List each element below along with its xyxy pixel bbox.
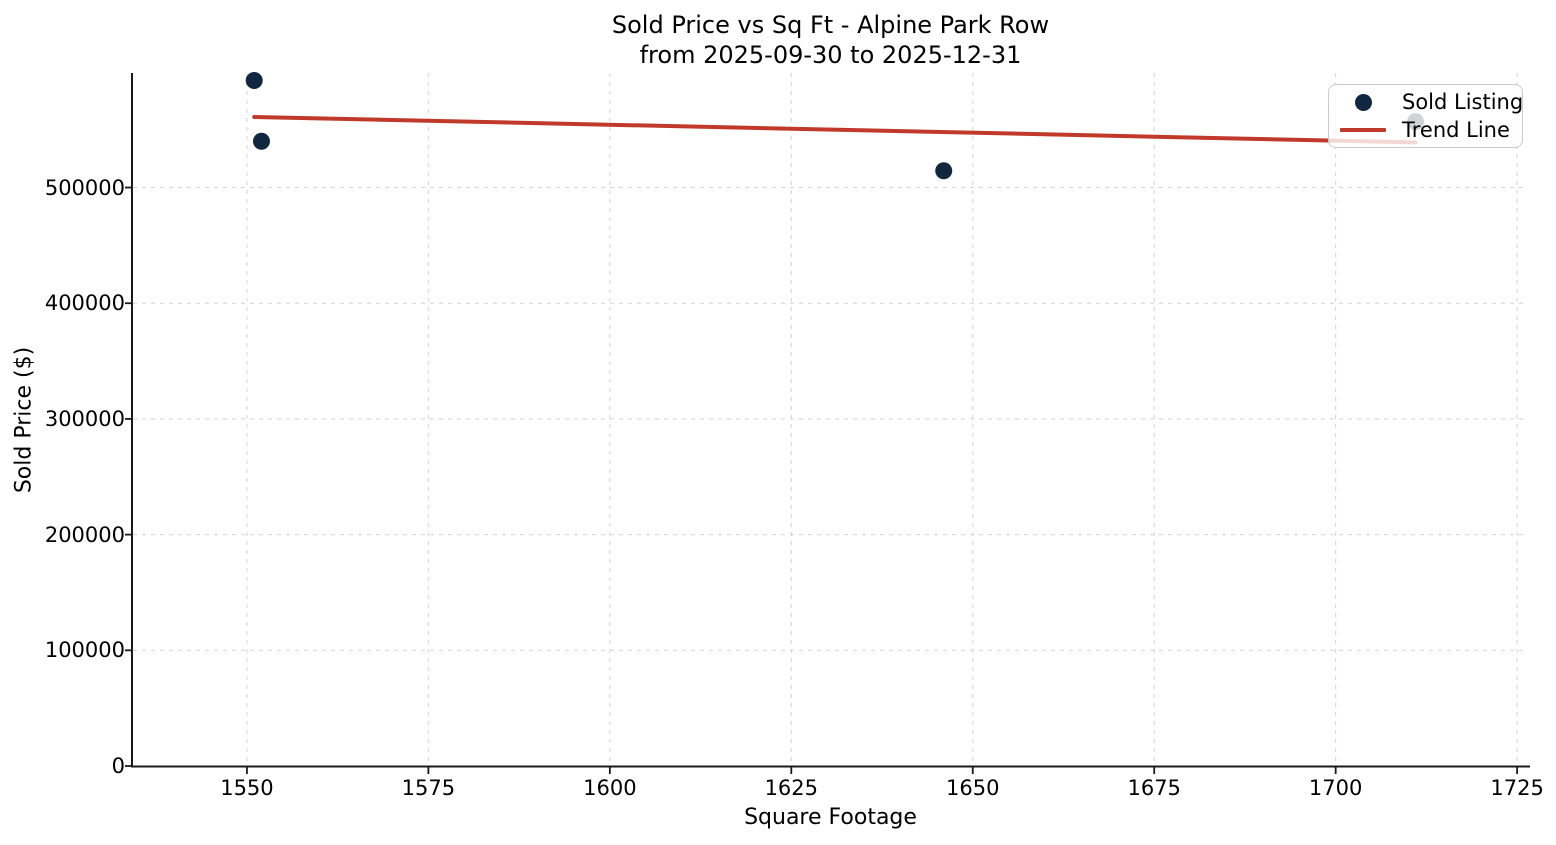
x-tick-label: 1625 [764,776,819,800]
y-tick-label: 0 [111,754,125,778]
trend-line [252,114,1418,145]
x-tick-label: 1600 [583,776,637,800]
x-tick-label: 1675 [1127,776,1181,800]
scatter-point [245,72,263,90]
legend-label-trend-line: Trend Line [1402,118,1510,142]
legend-item-trend-line: Trend Line [1340,117,1514,143]
x-tick-label: 1725 [1490,776,1544,800]
legend-item-sold-listing: Sold Listing [1340,89,1523,115]
scatter-point [935,162,953,180]
x-tick-label: 1550 [220,776,274,800]
x-tick-label: 1575 [401,776,456,800]
chart-subtitle: from 2025-09-30 to 2025-12-31 [639,41,1022,69]
legend-marker-box [1340,93,1386,111]
chart-title: Sold Price vs Sq Ft - Alpine Park Row [611,11,1050,39]
scatter-point [252,132,270,150]
legend-marker-box [1340,128,1386,132]
sold-listing-dot-icon [1354,93,1372,111]
x-tick-label: 1700 [1308,776,1363,800]
y-tick-label: 200000 [44,522,125,547]
y-tick-label: 400000 [44,291,125,316]
x-tick-label: 1650 [946,776,1000,800]
legend: Sold Listing Trend Line [1328,84,1523,148]
y-tick-label: 500000 [44,175,125,200]
legend-label-sold-listing: Sold Listing [1402,90,1524,114]
y-tick-label: 100000 [44,638,125,663]
x-axis-label: Square Footage [744,805,917,830]
trend-line-sample-icon [1340,128,1386,132]
y-tick-label: 300000 [44,406,125,431]
